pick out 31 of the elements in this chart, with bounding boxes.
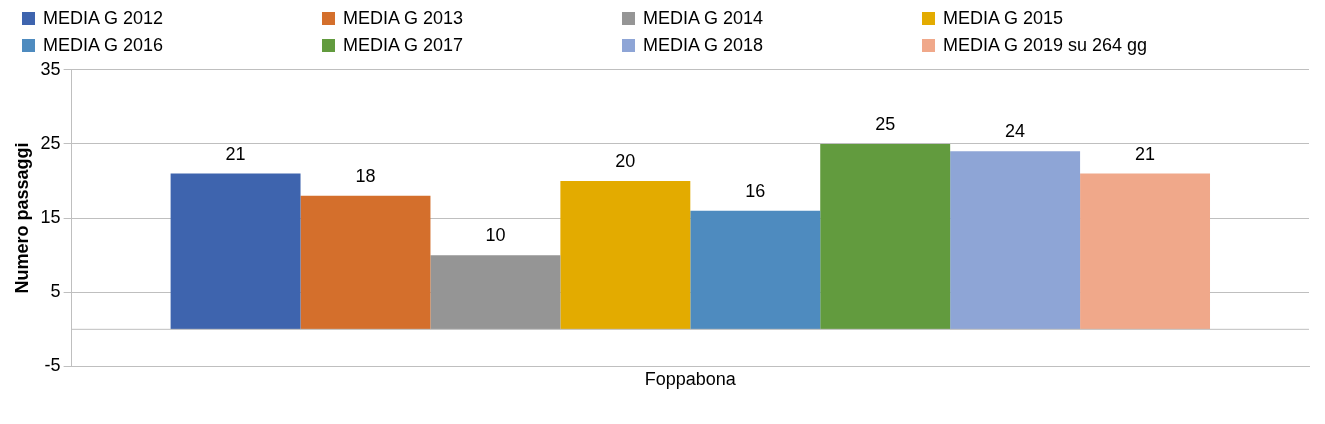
legend-label: MEDIA G 2016	[43, 35, 164, 56]
data-label: 21	[1135, 143, 1156, 164]
y-tick-label: -5	[44, 355, 61, 376]
y-tick-label: 35	[40, 58, 61, 79]
data-label: 20	[615, 150, 636, 171]
bar	[300, 195, 431, 330]
data-label: 21	[225, 143, 246, 164]
y-tick-label: 25	[40, 132, 61, 153]
bar	[820, 143, 951, 330]
bar	[1080, 173, 1211, 330]
data-label: 10	[485, 225, 506, 246]
y-tick-label: 15	[40, 207, 61, 228]
data-label: 25	[875, 113, 896, 134]
data-label: 18	[355, 165, 376, 186]
x-tick-label: Foppabona	[644, 369, 737, 390]
data-label: 24	[1005, 121, 1026, 142]
y-axis-title: Numero passaggi	[11, 142, 32, 294]
legend-label: MEDIA G 2017	[343, 35, 464, 56]
bar	[950, 151, 1081, 330]
data-label: 16	[745, 180, 766, 201]
legend-label: MEDIA G 2015	[943, 8, 1064, 29]
legend-label: MEDIA G 2019 su 264 gg	[943, 35, 1148, 56]
bar	[560, 181, 691, 330]
bar	[170, 173, 301, 330]
bar	[690, 210, 821, 330]
bar	[430, 255, 561, 330]
y-tick-label: 5	[50, 281, 61, 302]
legend-label: MEDIA G 2014	[643, 8, 764, 29]
legend-label: MEDIA G 2012	[43, 8, 164, 29]
legend-label: MEDIA G 2018	[643, 35, 764, 56]
legend-label: MEDIA G 2013	[343, 8, 464, 29]
